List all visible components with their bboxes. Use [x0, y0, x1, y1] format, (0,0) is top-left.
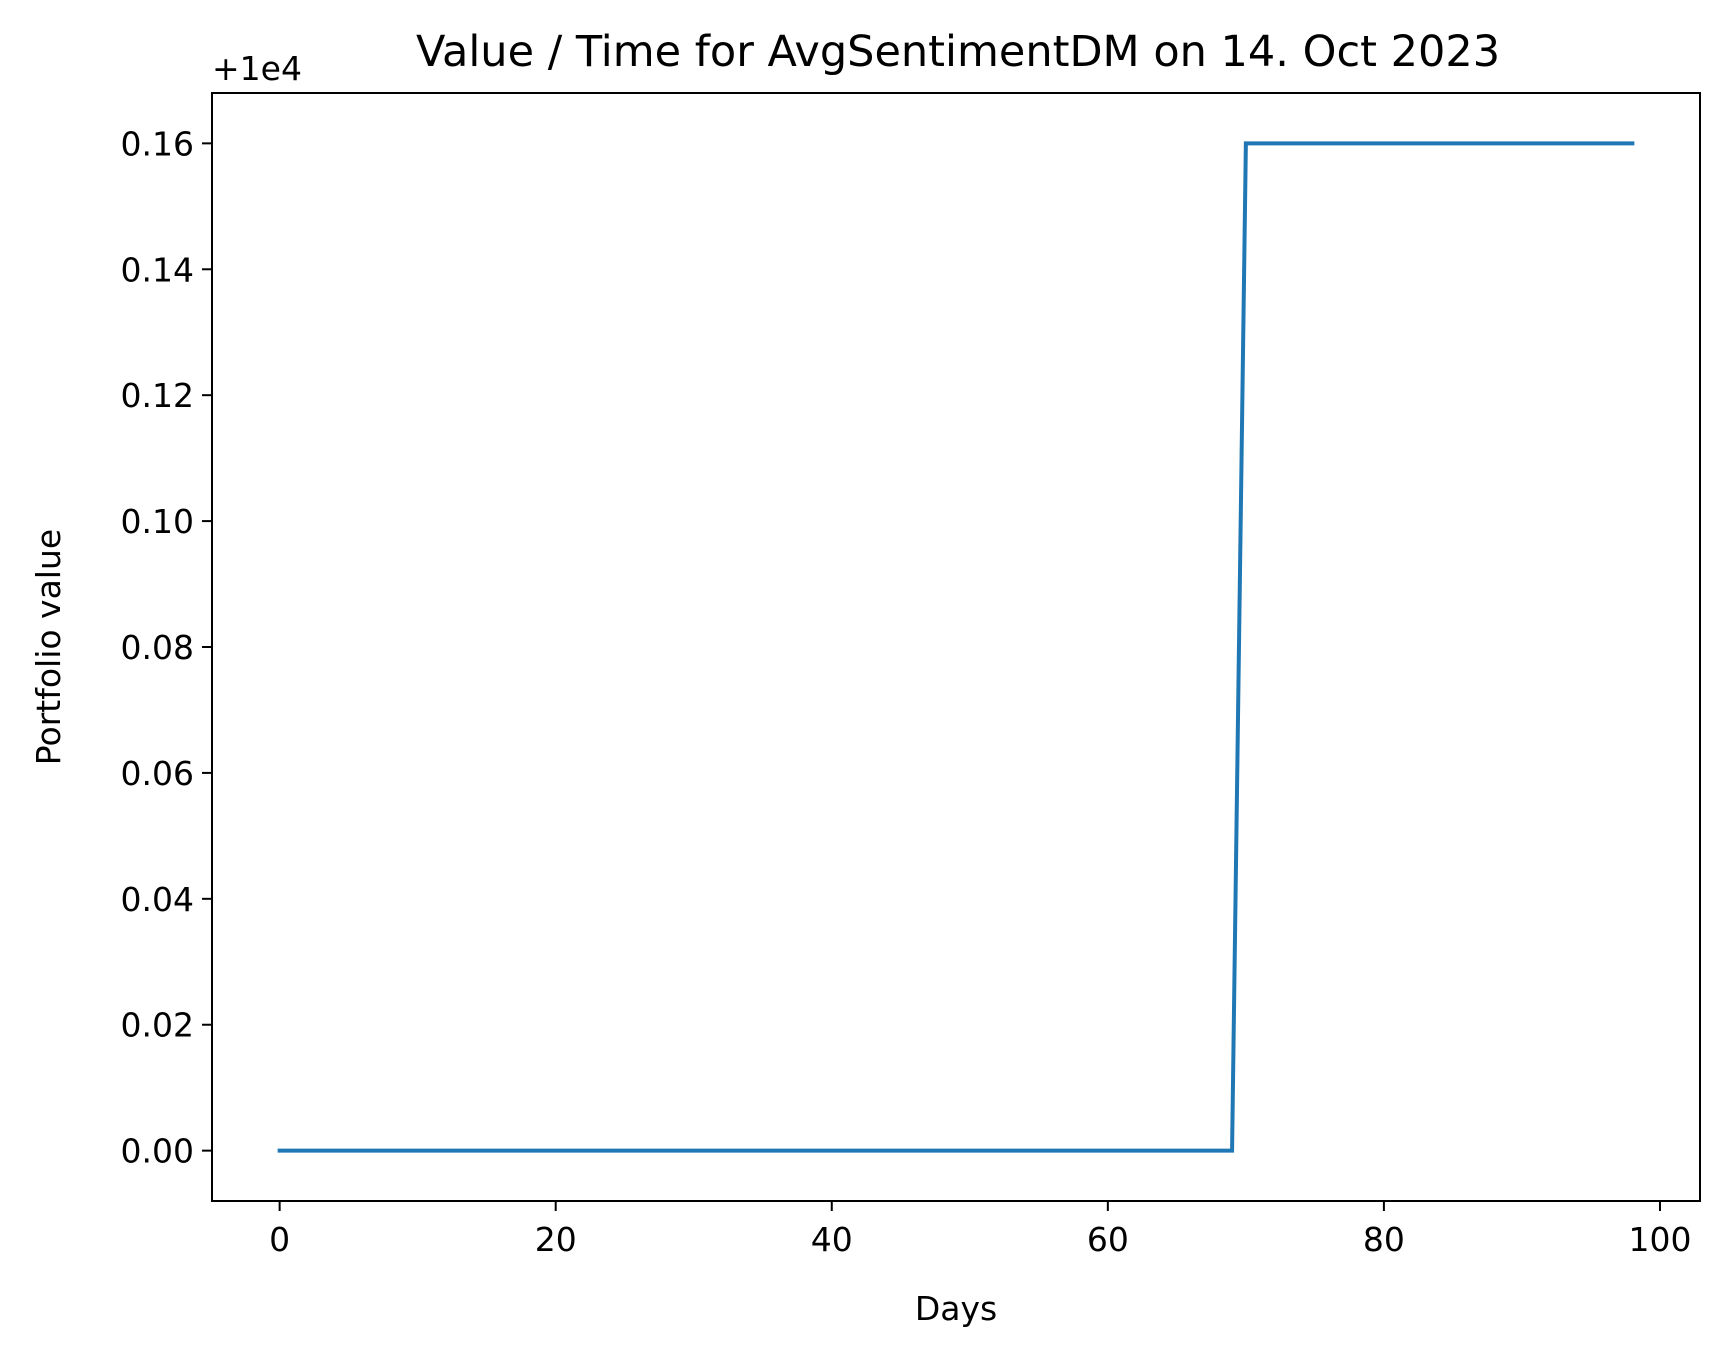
y-tick-label: 0.00	[121, 1132, 194, 1171]
series-line	[277, 141, 1635, 1153]
y-tick-label: 0.08	[121, 628, 194, 667]
x-tick-label: 0	[269, 1220, 290, 1259]
x-tick-label: 20	[535, 1220, 577, 1259]
plot-area	[211, 92, 1701, 1202]
y-axis: 0.00 0.02 0.04 0.06 0.08 0.10 0.12 0.14 0.16	[121, 124, 212, 1171]
x-tick-label: 60	[1087, 1220, 1129, 1259]
x-axis-label: Days	[915, 1289, 997, 1328]
y-tick-label: 0.14	[121, 250, 194, 289]
chart-title: Value / Time for AvgSentimentDM on 14. O…	[416, 27, 1500, 77]
x-axis: 0 20 40 60 80 100	[269, 1201, 1691, 1259]
y-axis-label: Portfolio value	[29, 529, 68, 765]
y-tick-label: 0.12	[121, 376, 194, 415]
y-tick-label: 0.16	[121, 124, 194, 163]
y-tick-label: 0.06	[121, 754, 194, 793]
x-tick-label: 100	[1628, 1220, 1691, 1259]
y-tick-label: 0.10	[121, 502, 194, 541]
x-tick-label: 80	[1363, 1220, 1405, 1259]
y-tick-label: 0.04	[121, 880, 194, 919]
plot-frame	[211, 92, 1701, 1202]
x-tick-label: 40	[811, 1220, 853, 1259]
y-axis-offset-label: +1e4	[212, 49, 302, 88]
y-tick-label: 0.02	[121, 1006, 194, 1045]
